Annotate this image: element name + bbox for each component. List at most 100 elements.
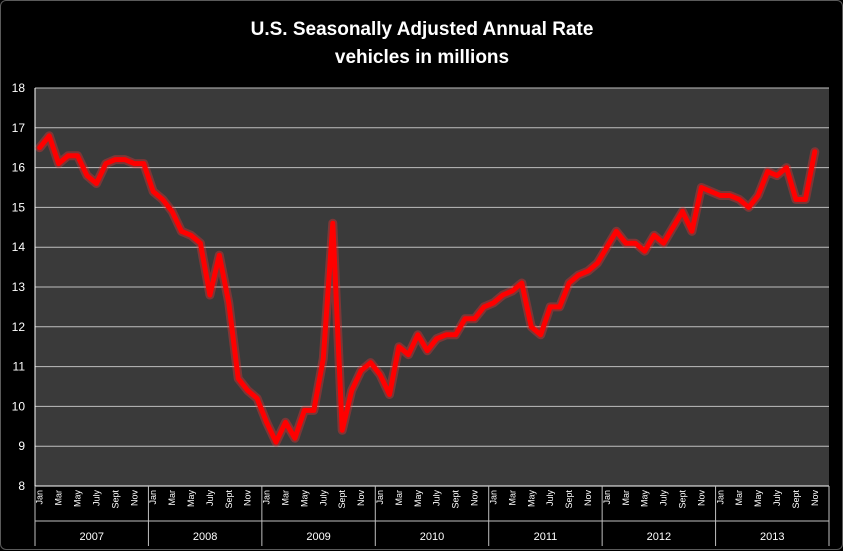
x-tick-label-month: Jan <box>715 490 725 505</box>
data-point <box>358 368 364 373</box>
chart-title-line-2: vehicles in millions <box>335 47 509 68</box>
data-point <box>141 161 146 166</box>
data-point <box>236 376 241 381</box>
data-point <box>254 396 260 401</box>
data-point <box>387 392 392 397</box>
y-tick-label: 12 <box>12 320 26 334</box>
x-tick-label-year: 2013 <box>760 531 784 543</box>
series-layer <box>35 131 820 447</box>
data-point <box>803 197 808 202</box>
x-tick-label-year: 2007 <box>79 531 103 543</box>
axes <box>34 88 830 546</box>
x-tick-label-month: May <box>299 490 309 508</box>
x-tick-label-month: Nov <box>810 490 820 507</box>
y-axis-tick-labels: 8 9 10 11 12 13 14 15 16 17 18 <box>12 81 26 493</box>
data-point <box>718 193 723 198</box>
data-point <box>406 352 411 357</box>
data-point <box>396 344 402 349</box>
y-tick-label: 17 <box>12 121 26 135</box>
data-point <box>368 360 373 365</box>
data-point <box>699 185 704 190</box>
data-point <box>680 209 685 214</box>
data-point <box>462 316 468 322</box>
data-point <box>604 245 610 250</box>
x-tick-label-month: Jan <box>602 490 612 505</box>
data-point <box>500 292 506 298</box>
data-point <box>453 332 458 337</box>
data-point <box>198 241 203 246</box>
data-point <box>425 348 430 353</box>
data-point <box>576 272 581 278</box>
data-point <box>529 324 534 329</box>
data-point <box>557 304 562 310</box>
data-point <box>321 356 326 361</box>
data-point <box>94 181 99 186</box>
data-point <box>765 169 770 174</box>
x-tick-label-month: Jan <box>148 490 158 505</box>
x-tick-label-month: July <box>432 490 442 507</box>
data-point <box>103 161 109 166</box>
x-tick-label-month: Nov <box>696 490 706 507</box>
x-tick-label-month: Jan <box>35 490 45 505</box>
data-point <box>623 241 628 246</box>
x-tick-label-month: Nov <box>356 490 366 507</box>
x-tick-label-month: Mar <box>54 490 64 506</box>
data-point <box>661 241 666 246</box>
x-tick-label-month: July <box>91 490 101 507</box>
y-tick-label: 10 <box>12 399 26 413</box>
data-point <box>595 260 600 266</box>
y-tick-label: 9 <box>18 439 25 453</box>
data-point <box>519 280 524 286</box>
data-point <box>708 189 714 194</box>
x-tick-label-month: Sept <box>110 490 120 509</box>
x-tick-label-month: Mar <box>167 490 177 506</box>
x-tick-label-month: May <box>640 490 650 508</box>
data-point <box>150 189 156 194</box>
x-tick-label-year: 2008 <box>193 531 217 543</box>
data-point <box>302 408 307 413</box>
data-point <box>377 372 383 377</box>
x-tick-label-month: Jan <box>375 490 385 505</box>
data-point <box>784 165 789 170</box>
data-point <box>793 197 799 202</box>
chart-title-line-1: U.S. Seasonally Adjusted Annual Rate <box>251 19 594 40</box>
y-tick-label: 13 <box>12 280 26 294</box>
data-point <box>774 173 780 178</box>
data-point <box>633 241 638 246</box>
x-tick-label-month: Jan <box>488 490 498 505</box>
data-point <box>434 336 439 341</box>
x-tick-label-month: July <box>772 490 782 507</box>
data-point <box>330 221 335 226</box>
x-tick-label-month: Mar <box>621 490 631 506</box>
data-point <box>614 229 619 234</box>
data-point <box>46 133 52 138</box>
data-point <box>340 428 345 433</box>
data-point <box>547 304 553 310</box>
data-point <box>226 300 231 306</box>
data-point <box>491 300 496 306</box>
data-point <box>37 145 42 150</box>
data-point <box>481 304 487 310</box>
x-tick-label-month: Sept <box>224 490 234 509</box>
data-point <box>510 288 515 294</box>
y-tick-label: 14 <box>12 240 26 254</box>
data-point <box>56 161 61 166</box>
x-tick-label-month: May <box>526 490 536 508</box>
x-tick-label-month: May <box>413 490 423 508</box>
y-tick-label: 8 <box>18 479 25 493</box>
data-point <box>292 436 298 441</box>
data-point <box>727 193 732 198</box>
data-point <box>122 157 127 162</box>
x-tick-label-month: July <box>318 490 328 507</box>
data-point <box>273 440 279 445</box>
x-tick-label-month: May <box>186 490 196 508</box>
data-point <box>566 280 572 286</box>
data-point <box>65 153 71 158</box>
y-tick-label: 15 <box>12 200 26 214</box>
x-tick-label-year: 2011 <box>534 531 558 543</box>
data-point <box>179 229 184 234</box>
x-tick-label-month: Nov <box>470 490 480 507</box>
data-point <box>283 420 288 425</box>
data-point <box>311 408 317 413</box>
